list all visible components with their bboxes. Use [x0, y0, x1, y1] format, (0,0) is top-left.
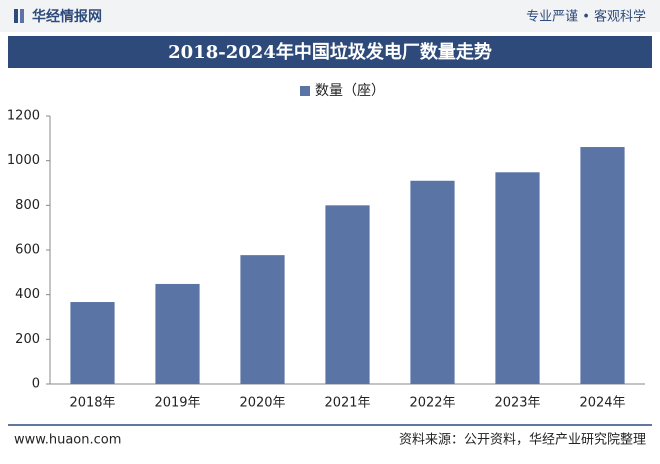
legend-label: 数量（座） [315, 83, 385, 99]
x-tick-label: 2024年 [579, 396, 625, 411]
y-tick-label: 600 [15, 243, 40, 258]
logo-text: 华经情报网 [32, 8, 102, 25]
x-tick-label: 2018年 [69, 396, 115, 411]
y-tick-label: 800 [15, 198, 40, 213]
x-tick-label: 2019年 [154, 396, 200, 411]
bar [410, 180, 455, 384]
bar [155, 283, 200, 384]
x-tick-label: 2020年 [239, 396, 285, 411]
slogan: 专业严谨 • 客观科学 [526, 9, 646, 25]
footer-website: www.huaon.com [14, 433, 121, 448]
x-tick-label: 2023年 [494, 396, 540, 411]
logo-icon [14, 9, 18, 23]
chart-title: 2018-2024年中国垃圾发电厂数量走势 [168, 41, 492, 63]
y-tick-label: 200 [15, 332, 40, 347]
bar [240, 255, 285, 384]
header-bar [0, 0, 660, 32]
y-tick-label: 0 [32, 377, 40, 392]
x-tick-label: 2022年 [409, 396, 455, 411]
bar [580, 147, 625, 384]
footer-source: 资料来源：公开资料，华经产业研究院整理 [399, 433, 646, 448]
y-tick-label: 1200 [7, 109, 40, 124]
y-tick-label: 1000 [7, 153, 40, 168]
y-tick-label: 400 [15, 287, 40, 302]
x-tick-label: 2021年 [324, 396, 370, 411]
title-banner [8, 36, 652, 68]
bar [70, 302, 115, 384]
bar [325, 205, 370, 384]
logo-icon [20, 9, 24, 23]
bar [495, 172, 540, 384]
legend-swatch [300, 86, 310, 96]
